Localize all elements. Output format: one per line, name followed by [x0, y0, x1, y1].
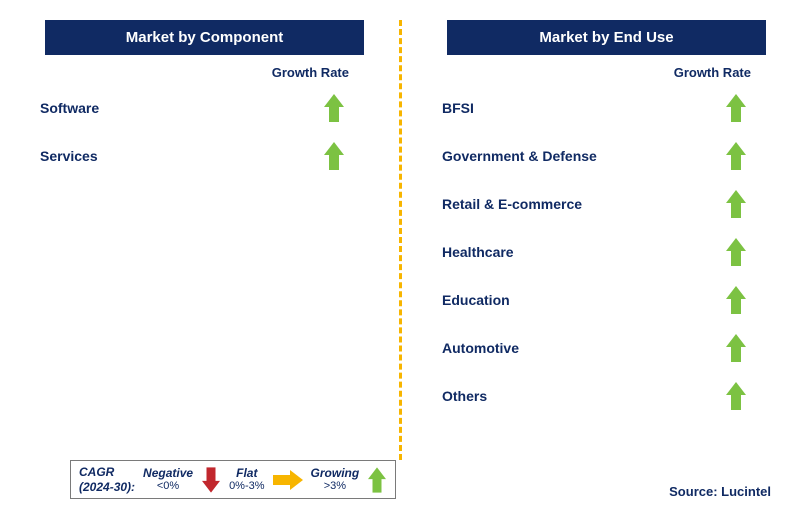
legend-growing: Growing >3% — [311, 467, 360, 492]
row-label: Government & Defense — [442, 148, 597, 164]
left-growth-label: Growth Rate — [30, 65, 379, 80]
left-column: Market by Component Growth Rate Software… — [30, 20, 399, 460]
arrow-up-icon — [726, 382, 746, 410]
legend-growing-label: Growing — [311, 467, 360, 480]
row-item: Others — [432, 382, 781, 410]
row-label: Services — [40, 148, 98, 164]
row-item: Retail & E-commerce — [432, 190, 781, 218]
legend-flat-label: Flat — [236, 467, 257, 480]
arrow-right-icon — [273, 470, 303, 490]
legend-flat: Flat 0%-3% — [229, 467, 264, 492]
arrow-up-icon — [324, 142, 344, 170]
legend-cagr-line2: (2024-30): — [79, 480, 135, 494]
right-header: Market by End Use — [447, 20, 766, 55]
legend-negative: Negative <0% — [143, 467, 193, 492]
row-item: BFSI — [432, 94, 781, 122]
row-item: Services — [30, 142, 379, 170]
right-items: BFSI Government & Defense Retail & E-comme… — [432, 94, 781, 410]
arrow-up-icon — [726, 286, 746, 314]
legend-flat-sub: 0%-3% — [229, 480, 264, 492]
row-label: Healthcare — [442, 244, 514, 260]
row-item: Education — [432, 286, 781, 314]
left-header: Market by Component — [45, 20, 364, 55]
right-growth-label: Growth Rate — [432, 65, 781, 80]
row-label: Retail & E-commerce — [442, 196, 582, 212]
legend-negative-label: Negative — [143, 467, 193, 480]
row-label: Others — [442, 388, 487, 404]
left-items: Software Services — [30, 94, 379, 170]
legend-negative-sub: <0% — [157, 480, 179, 492]
row-item: Healthcare — [432, 238, 781, 266]
arrow-up-icon — [368, 467, 386, 492]
arrow-up-icon — [726, 94, 746, 122]
legend-growing-sub: >3% — [324, 480, 346, 492]
row-label: Software — [40, 100, 99, 116]
row-label: BFSI — [442, 100, 474, 116]
arrow-up-icon — [726, 334, 746, 362]
row-item: Automotive — [432, 334, 781, 362]
arrow-up-icon — [726, 238, 746, 266]
arrow-up-icon — [324, 94, 344, 122]
arrow-up-icon — [726, 190, 746, 218]
right-column: Market by End Use Growth Rate BFSI Govern… — [402, 20, 781, 460]
source-label: Source: Lucintel — [669, 484, 771, 499]
arrow-up-icon — [726, 142, 746, 170]
arrow-down-icon — [202, 467, 220, 492]
columns-container: Market by Component Growth Rate Software… — [30, 20, 781, 460]
row-label: Automotive — [442, 340, 519, 356]
row-label: Education — [442, 292, 510, 308]
legend: CAGR (2024-30): Negative <0% Flat 0%-3% … — [70, 460, 396, 499]
row-item: Software — [30, 94, 379, 122]
legend-cagr-line1: CAGR — [79, 465, 135, 479]
legend-cagr: CAGR (2024-30): — [79, 465, 135, 494]
row-item: Government & Defense — [432, 142, 781, 170]
